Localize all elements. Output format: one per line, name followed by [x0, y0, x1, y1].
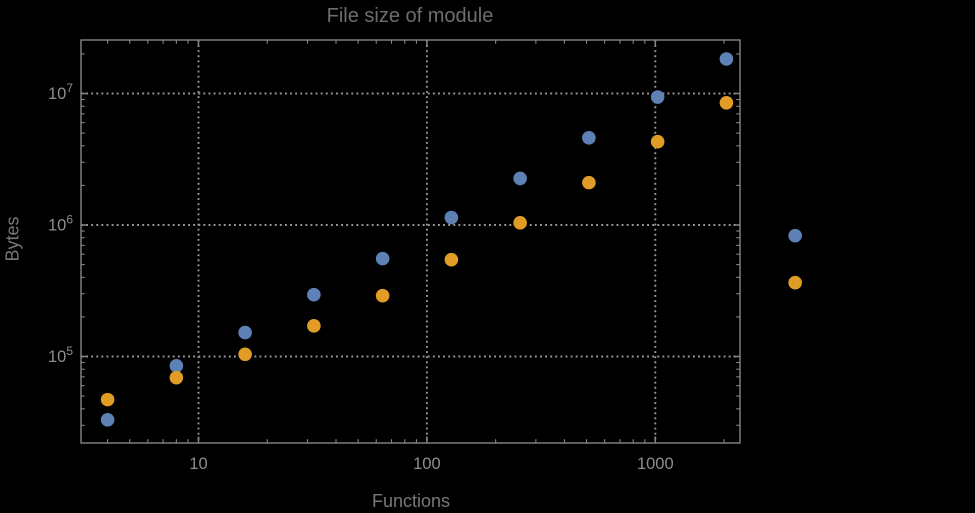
data-point-blue [719, 52, 734, 66]
data-point-orange [788, 275, 802, 290]
data-point-orange [100, 392, 115, 407]
data-point-orange [375, 288, 390, 303]
y-tick-label: 106 [48, 213, 73, 235]
data-point-blue [238, 325, 252, 340]
y-axis-label: Bytes [2, 216, 23, 262]
plot-frame [80, 39, 741, 444]
data-point-orange [582, 175, 596, 190]
data-point-blue [788, 228, 802, 243]
data-point-blue [375, 251, 390, 266]
x-tick-label: 1000 [637, 455, 674, 473]
data-point-blue [169, 358, 184, 373]
data-point-blue [650, 90, 665, 104]
x-tick-label: 100 [413, 455, 441, 473]
data-point-orange [444, 252, 459, 267]
data-point-orange [513, 215, 527, 230]
data-point-orange [307, 319, 321, 333]
y-tick-label: 105 [48, 344, 73, 366]
y-tick-label: 107 [48, 81, 73, 103]
data-point-orange [169, 370, 184, 385]
chart-title: File size of module [326, 5, 494, 27]
data-point-orange [238, 347, 252, 362]
data-point-blue [582, 131, 596, 145]
x-axis-label: Functions [371, 491, 451, 511]
data-point-blue [444, 210, 459, 225]
data-point-orange [650, 134, 665, 149]
x-tick-label: 10 [189, 455, 207, 473]
data-point-blue [100, 413, 115, 427]
data-point-orange [719, 95, 734, 110]
data-point-blue [307, 287, 321, 302]
data-point-blue [513, 171, 527, 186]
